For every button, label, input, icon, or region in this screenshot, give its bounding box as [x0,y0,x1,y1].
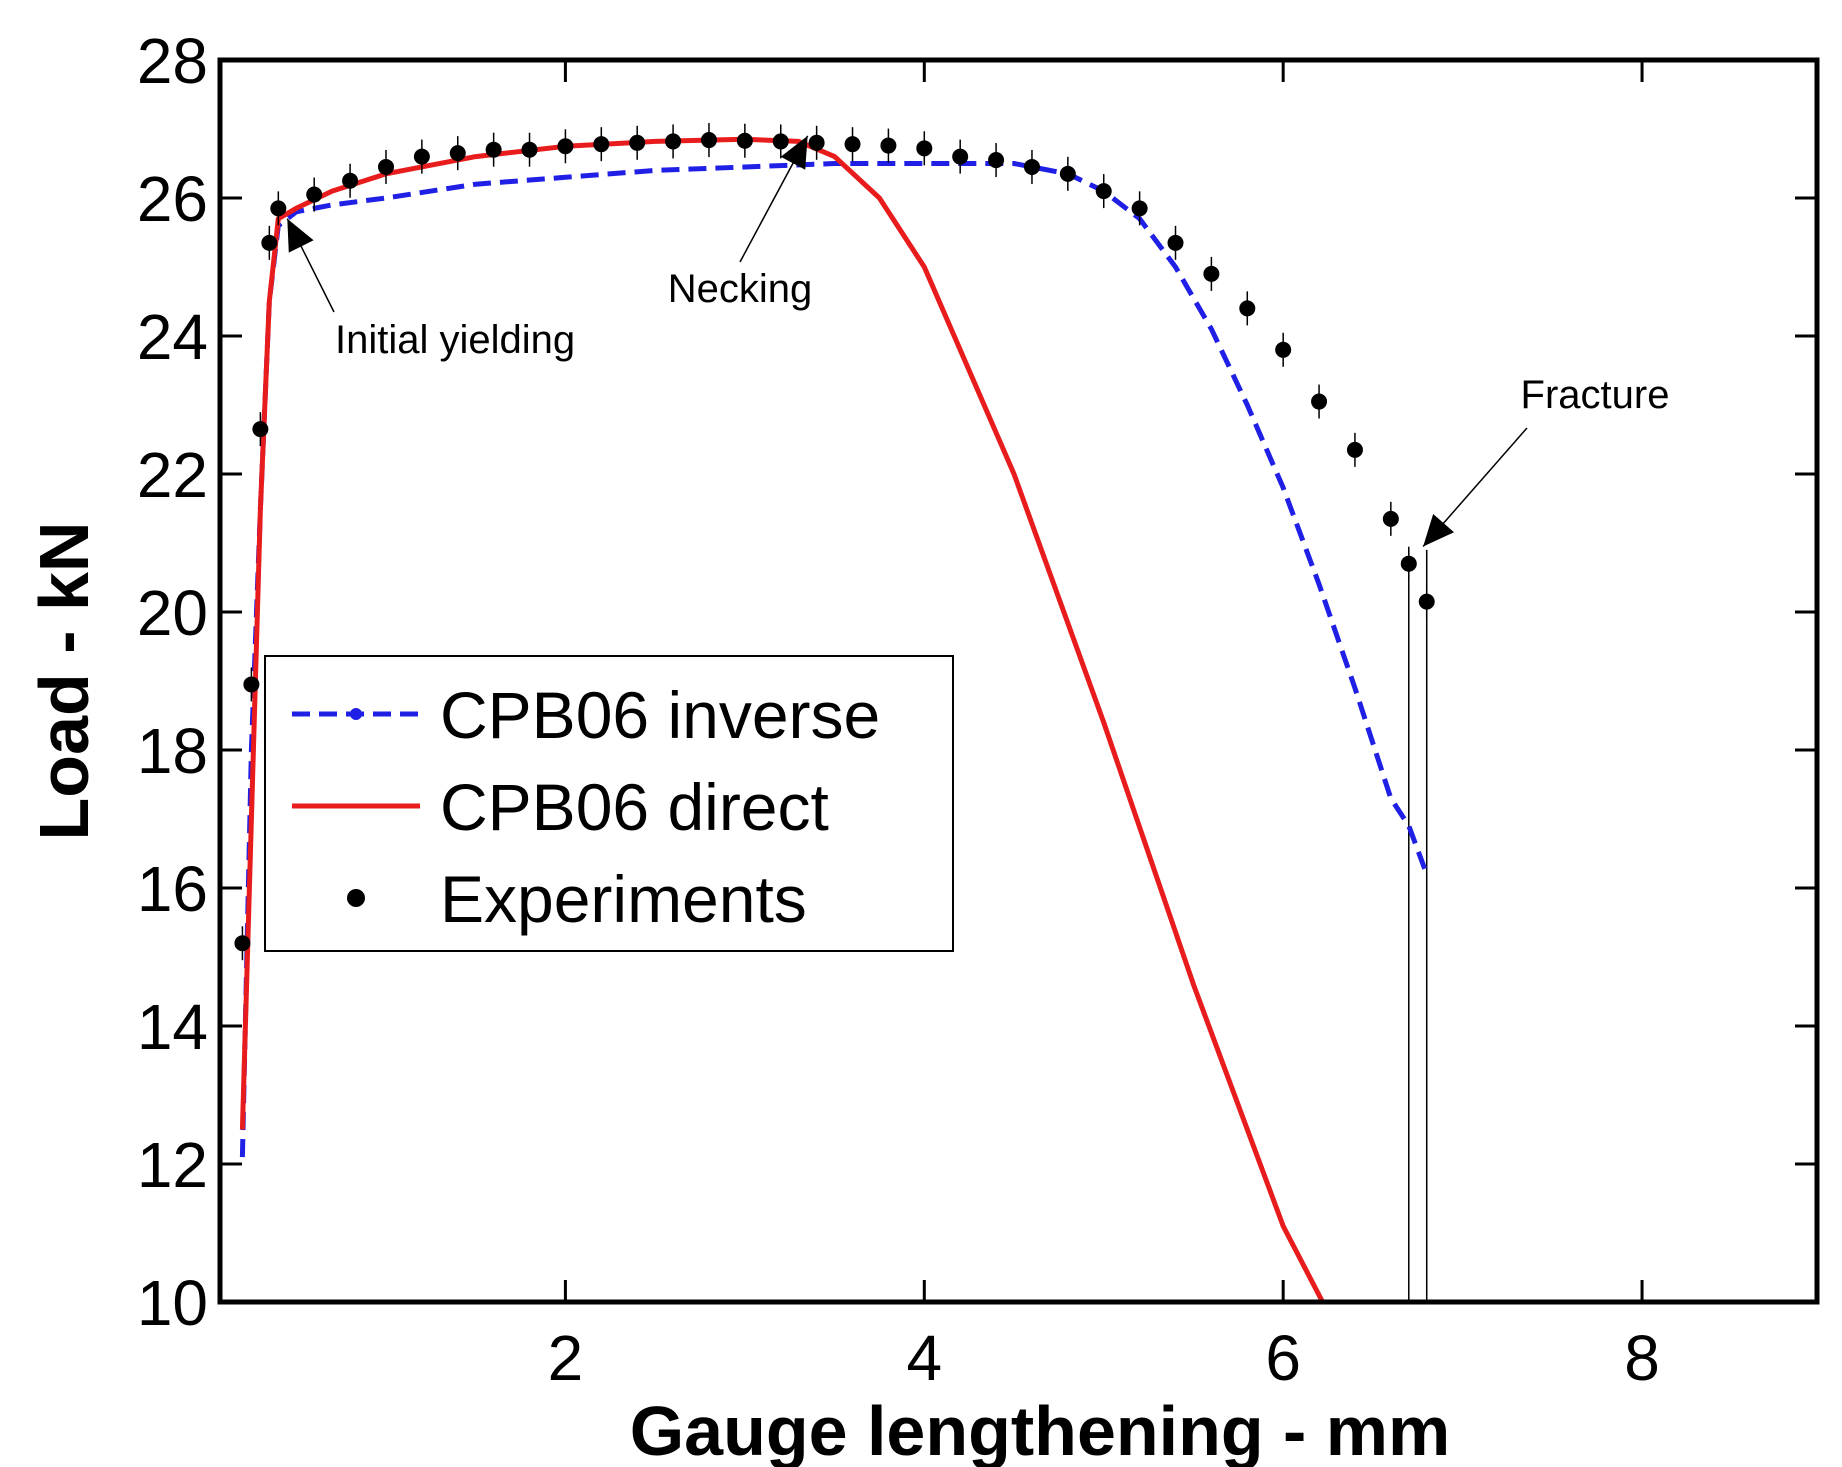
experiment-point [1023,158,1040,175]
experiment-point [952,148,969,165]
experiment-point [1131,200,1148,217]
y-tick-label: 20 [137,577,208,649]
series-line-cpb06-direct [239,136,1325,1304]
y-tick-label: 18 [137,715,208,787]
experiment-point [772,133,789,150]
experiment-point [1418,593,1435,610]
experiment-point [593,136,610,153]
x-tick-label: 2 [548,1322,584,1394]
annotation-label: Initial yielding [335,318,575,362]
experiment-point [270,200,287,217]
experiment-point [485,141,502,158]
experiment-point [1167,234,1184,251]
experiment-point [557,138,574,155]
legend-label-experiments: Experiments [440,862,807,936]
experiment-point [1059,165,1076,182]
y-tick-label: 24 [137,301,208,373]
experiment-point [342,172,359,189]
experiment-point [377,158,394,175]
experiment-point [700,132,717,149]
experiment-point [808,134,825,151]
annotation-label: Necking [668,267,813,311]
y-tick-label: 14 [137,991,208,1063]
experiment-point [1400,555,1417,572]
y-tick-label: 16 [137,853,208,925]
experiment-point [1346,441,1363,458]
annotation-arrowhead [287,218,314,253]
experiment-point [665,133,682,150]
y-tick-label: 28 [137,25,208,97]
y-tick-label: 12 [137,1129,208,1201]
legend-label-inverse: CPB06 inverse [440,678,880,752]
experiment-point [252,421,269,438]
plot-frame [217,57,1820,1305]
experiment-point [413,148,430,165]
legend-box [264,655,954,952]
x-axis-label: Gauge lengthening - mm [630,1392,1451,1467]
legend-label-direct: CPB06 direct [440,770,829,844]
legend-marker-inverse [350,708,362,720]
experiment-point [1382,510,1399,527]
experiment-point [521,141,538,158]
legend-marker-experiments [347,889,365,907]
experiment-point [1275,341,1292,358]
x-tick-label: 8 [1624,1322,1660,1394]
x-tick-label: 4 [906,1322,942,1394]
annotation-label: Fracture [1521,373,1670,417]
experiment-point [261,234,278,251]
experiment-point [234,935,251,952]
experiment-point [629,134,646,151]
y-tick-label: 26 [137,163,208,235]
y-axis-label: Load - kN [25,522,103,841]
experiment-point [1095,183,1112,200]
x-tick-label: 6 [1265,1322,1301,1394]
experiment-point [844,136,861,153]
y-tick-label: 10 [137,1267,208,1339]
experiment-point [449,145,466,162]
experiment-point [880,137,897,154]
experiment-point [736,132,753,149]
experiment-point [1311,393,1328,410]
experiment-point [243,676,260,693]
annotation-arrowhead [780,135,808,170]
annotation-arrowhead [1423,513,1455,547]
experiment-point [1203,265,1220,282]
annotations-layer: Initial yielding Necking Fracture [286,135,1670,547]
experiment-point [916,140,933,157]
y-tick-label: 22 [137,439,208,511]
series-layer [234,123,1435,1304]
experiment-point [988,152,1005,169]
legend: CPB06 inverse CPB06 direct Experiments [264,655,954,952]
experiment-point [306,186,323,203]
experiment-point [1239,300,1256,317]
series-line-cpb06-inverse [239,161,1430,1158]
